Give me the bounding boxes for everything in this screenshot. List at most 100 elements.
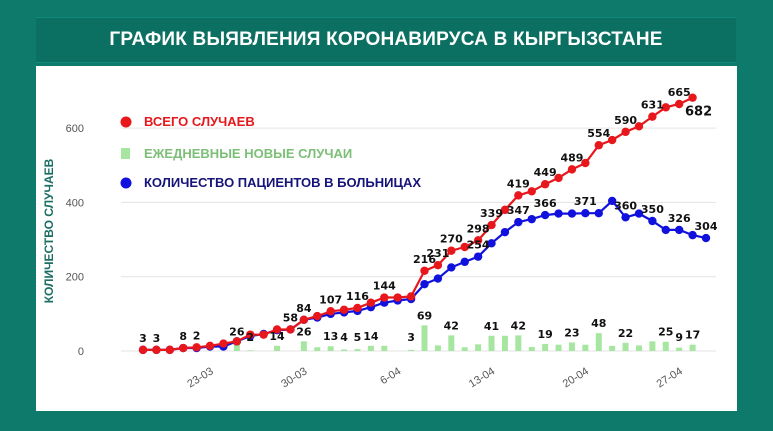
hospital-data-label: 360 [614, 199, 637, 212]
total-data-label: 590 [614, 114, 637, 127]
total-data-label: 107 [319, 293, 342, 306]
daily-bar [582, 344, 589, 351]
hospital-point [540, 210, 550, 220]
daily-bar [233, 341, 240, 351]
total-data-label: 449 [534, 166, 557, 179]
hospital-data-label: 350 [641, 203, 664, 216]
total-point [152, 345, 161, 355]
total-point [527, 187, 536, 196]
legend-marker [120, 177, 132, 189]
hospital-point [473, 252, 483, 261]
daily-bar [662, 341, 669, 351]
total-point [246, 330, 255, 339]
daily-data-label: 25 [658, 326, 673, 339]
daily-data-label: 48 [591, 317, 606, 330]
total-data-label: 3 [139, 332, 147, 345]
daily-data-label: 26 [296, 325, 312, 338]
daily-bar [515, 335, 522, 351]
legend-marker [120, 116, 132, 128]
hospital-point [688, 230, 697, 240]
total-data-label: 2 [193, 329, 201, 342]
total-data-label: 339 [480, 207, 503, 220]
chart-title: ГРАФИК ВЫЯВЛЕНИЯ КОРОНАВИРУСА В КЫРГЫЗСТ… [109, 29, 663, 50]
total-data-label: 665 [668, 86, 691, 99]
y-tick-0: 0 [78, 346, 84, 358]
hospital-point [500, 227, 510, 237]
daily-bars [140, 325, 696, 351]
hospital-point [433, 274, 443, 283]
total-point [299, 315, 309, 324]
total-point [674, 99, 684, 109]
daily-bar [622, 342, 629, 351]
daily-bar [475, 344, 482, 351]
daily-data-label: 19 [537, 328, 552, 341]
x-tick-27-04: 27-04 [655, 365, 685, 390]
hospital-point [661, 225, 670, 235]
total-data-label: 216 [413, 253, 436, 266]
total-point [447, 246, 456, 255]
daily-bar [341, 349, 348, 351]
total-point [272, 325, 282, 334]
total-point [473, 236, 483, 245]
daily-data-label: 22 [618, 327, 633, 340]
total-data-label: 3 [153, 332, 161, 345]
hospital-point [701, 233, 711, 243]
total-point [648, 112, 657, 121]
daily-bar [274, 345, 281, 351]
y-tick-400: 400 [66, 197, 84, 209]
total-data-label: 116 [346, 290, 369, 303]
total-point [487, 220, 496, 230]
daily-bar [676, 347, 683, 351]
daily-data-label: 26 [229, 325, 245, 338]
daily-bar [555, 344, 562, 351]
hospital-point [514, 217, 523, 227]
total-point [460, 242, 469, 252]
daily-data-label: 69 [417, 309, 432, 322]
daily-data-label: 41 [484, 320, 499, 333]
hospital-data-label: 326 [668, 212, 691, 225]
daily-data-label: 42 [444, 319, 459, 332]
total-point [607, 135, 617, 145]
daily-bar [327, 346, 334, 351]
daily-bar [595, 333, 602, 351]
hospital-data-label: 347 [507, 204, 530, 217]
daily-bar [635, 345, 642, 351]
hospital-point [594, 209, 603, 218]
total-point [594, 141, 603, 150]
hospital-point [567, 209, 577, 218]
total-data-label: 84 [296, 302, 312, 315]
chart-panel: 0 200 400 600 КОЛИЧЕСТВО СЛУЧАЕВ 3 3 8 2 58 84 10… [36, 66, 737, 411]
daily-bar [542, 343, 549, 351]
total-data-label: 419 [507, 177, 530, 190]
y-tick-200: 200 [66, 272, 84, 284]
hospital-point [420, 279, 429, 289]
daily-data-label: 3 [407, 331, 415, 344]
daily-data-label: 5 [354, 331, 362, 344]
daily-bar [501, 335, 508, 351]
hospital-point [487, 239, 496, 248]
total-data-label: 298 [467, 222, 490, 235]
daily-data-label: 4 [340, 331, 348, 344]
total-point [138, 345, 148, 355]
daily-bar [381, 345, 388, 351]
hospital-point [674, 225, 684, 235]
total-point [259, 330, 268, 339]
total-point [326, 307, 335, 316]
y-tick-600: 600 [66, 123, 84, 135]
hospital-point [447, 263, 456, 272]
total-point [661, 103, 670, 112]
y-axis-ticks: 0 200 400 600 [66, 123, 84, 358]
hospital-point [554, 209, 563, 218]
daily-data-label: 2 [246, 331, 254, 344]
total-point [406, 292, 416, 301]
y-axis-label: КОЛИЧЕСТВО СЛУЧАЕВ [42, 158, 56, 303]
total-point [500, 205, 510, 215]
total-point [420, 266, 429, 275]
daily-data-label: 13 [323, 330, 338, 343]
total-data-label: 554 [587, 127, 610, 140]
total-point [433, 261, 443, 270]
total-point [688, 93, 697, 102]
daily-bar [448, 335, 455, 351]
total-series [138, 93, 697, 355]
